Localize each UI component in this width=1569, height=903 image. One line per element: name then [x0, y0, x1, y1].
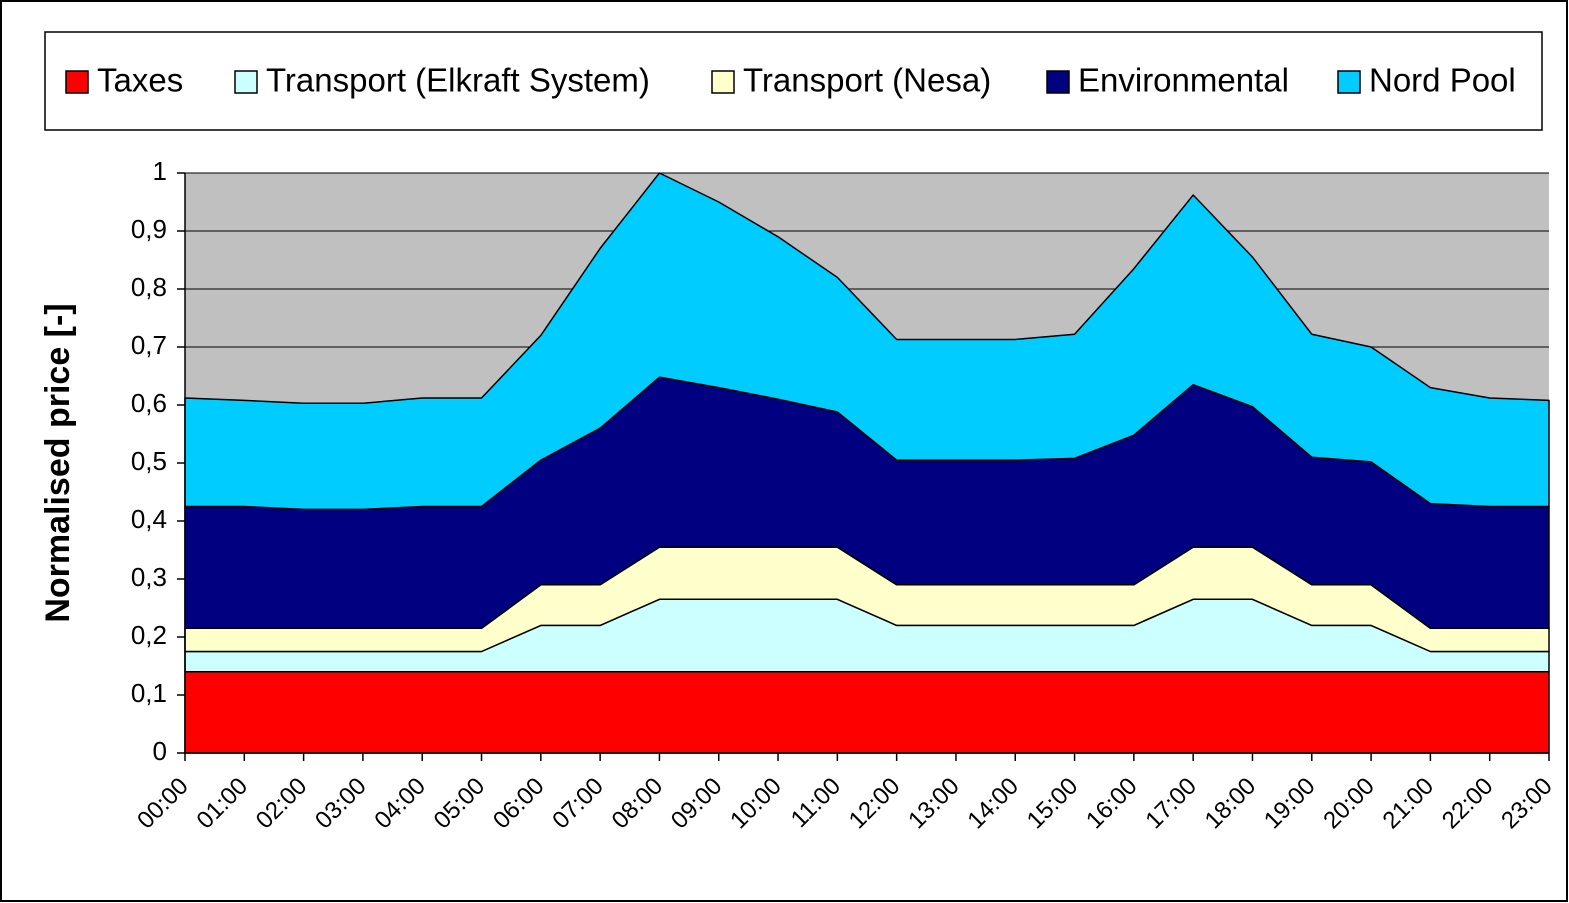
y-tick-label: 0,1 — [131, 678, 167, 708]
y-tick-label: 0,4 — [131, 504, 167, 534]
legend-swatch — [1337, 70, 1361, 94]
y-axis-label: Normalised price [-] — [39, 303, 77, 622]
y-tick-label: 0,8 — [131, 272, 167, 302]
legend-swatch — [65, 70, 89, 94]
legend-swatch — [711, 70, 735, 94]
legend-label: Transport (Elkraft System) — [266, 62, 650, 99]
y-tick-label: 0,9 — [131, 214, 167, 244]
area — [184, 671, 1550, 754]
y-tick-label: 0,7 — [131, 330, 167, 360]
y-tick-label: 1 — [153, 156, 167, 186]
legend-label: Environmental — [1078, 62, 1289, 99]
y-tick-label: 0,6 — [131, 388, 167, 418]
legend-label: Nord Pool — [1369, 62, 1516, 99]
legend-swatch — [234, 70, 258, 94]
y-tick-label: 0,5 — [131, 446, 167, 476]
legend-label: Taxes — [97, 62, 183, 99]
area — [184, 172, 1550, 511]
legend-swatch — [1046, 70, 1070, 94]
y-tick-label: 0 — [153, 736, 167, 766]
legend-label: Transport (Nesa) — [743, 62, 991, 99]
y-tick-label: 0,2 — [131, 620, 167, 650]
y-tick-label: 0,3 — [131, 562, 167, 592]
legend-box — [44, 31, 1543, 131]
